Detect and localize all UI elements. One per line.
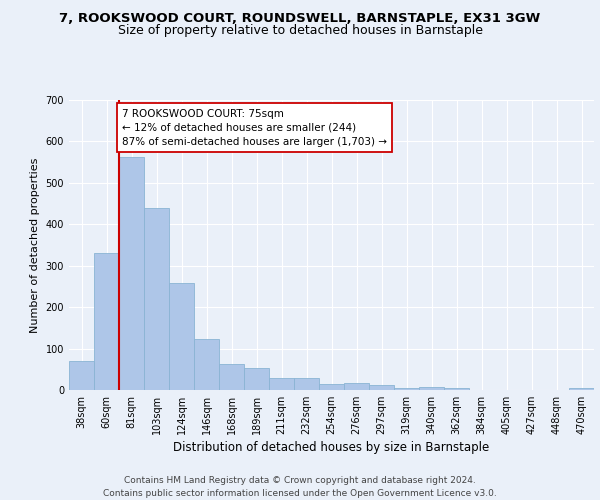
Bar	[94, 254, 119, 390]
Bar	[419, 386, 444, 390]
Bar	[194, 340, 219, 390]
Text: 7, ROOKSWOOD COURT, ROUNDSWELL, BARNSTAPLE, EX31 3GW: 7, ROOKSWOOD COURT, ROUNDSWELL, BARNSTAP…	[59, 12, 541, 26]
Text: 7 ROOKSWOOD COURT: 75sqm
← 12% of detached houses are smaller (244)
87% of semi-: 7 ROOKSWOOD COURT: 75sqm ← 12% of detach…	[122, 108, 387, 146]
Bar	[394, 388, 419, 390]
Bar	[569, 388, 594, 390]
Bar	[269, 378, 294, 390]
Bar	[219, 364, 244, 390]
Bar	[444, 388, 469, 390]
Bar	[244, 368, 269, 390]
Bar	[169, 283, 194, 390]
Bar	[319, 384, 344, 390]
Bar	[344, 384, 369, 390]
Text: Size of property relative to detached houses in Barnstaple: Size of property relative to detached ho…	[118, 24, 482, 37]
Bar	[294, 378, 319, 390]
Bar	[369, 385, 394, 390]
Y-axis label: Number of detached properties: Number of detached properties	[30, 158, 40, 332]
Bar	[144, 208, 169, 390]
Bar	[69, 361, 94, 390]
Bar	[119, 157, 144, 390]
X-axis label: Distribution of detached houses by size in Barnstaple: Distribution of detached houses by size …	[173, 441, 490, 454]
Text: Contains HM Land Registry data © Crown copyright and database right 2024.
Contai: Contains HM Land Registry data © Crown c…	[103, 476, 497, 498]
